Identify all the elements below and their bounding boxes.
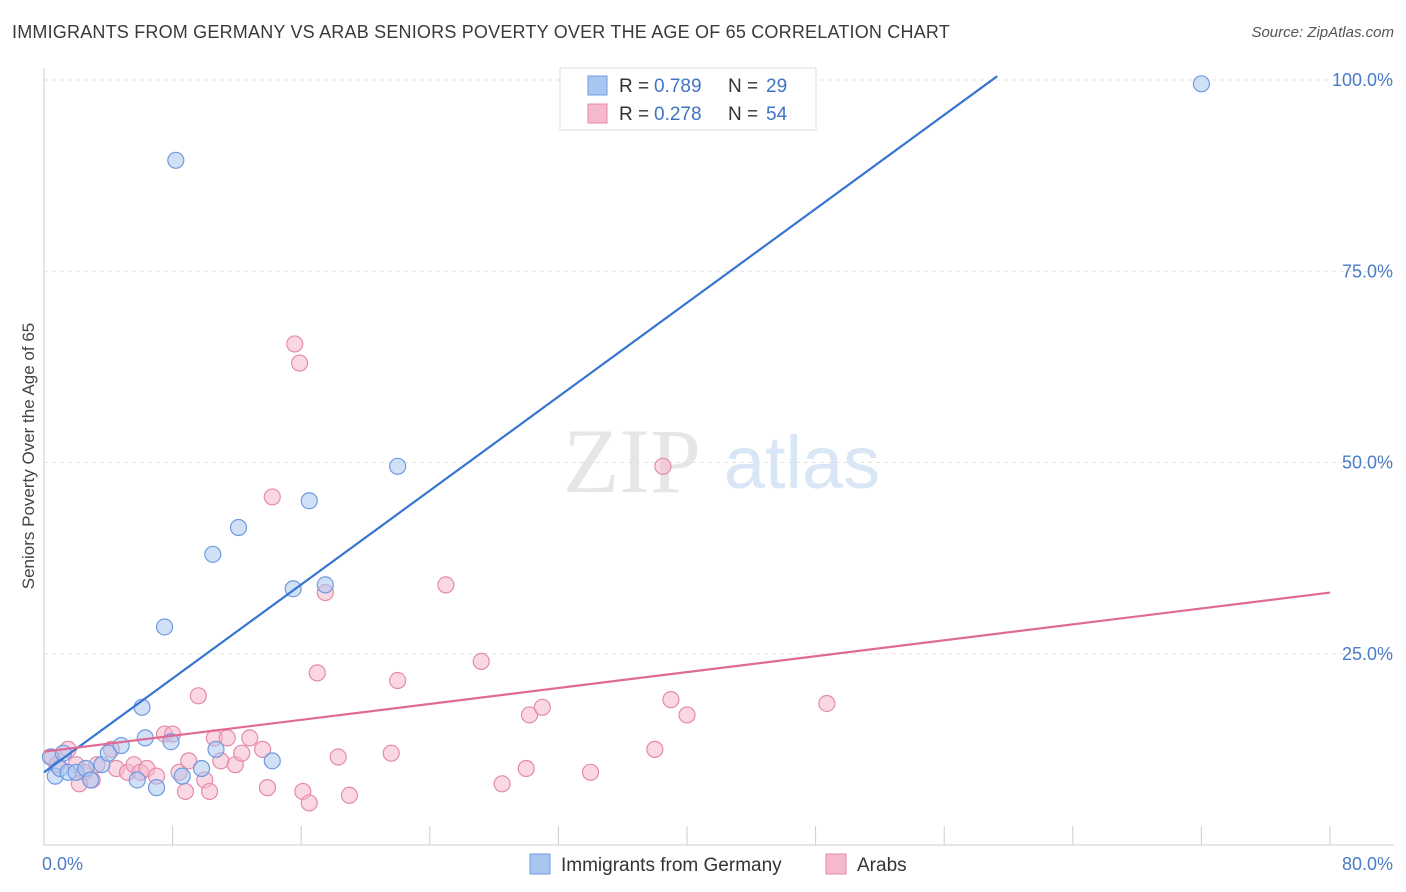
germany-point [167, 151, 185, 169]
germany-point [207, 740, 225, 758]
y-tick-label: 25.0% [1342, 644, 1393, 664]
trend-lines [43, 75, 1331, 774]
arabs-point [286, 335, 304, 353]
arabs-point [200, 782, 219, 801]
arabs-point [241, 729, 259, 747]
arabs-point [308, 664, 326, 682]
legend-n-label: N = [728, 104, 758, 125]
arabs-point [654, 457, 672, 475]
arabs-point [517, 759, 535, 778]
germany-point [162, 733, 180, 751]
y-tick-label: 75.0% [1342, 261, 1393, 281]
series-legend-label: Arabs [857, 855, 907, 876]
arabs-point [254, 740, 272, 758]
arabs-point [180, 752, 198, 770]
germany-point [263, 752, 281, 770]
germany-trend-line [43, 75, 998, 774]
arabs-point [258, 779, 277, 797]
arabs-point [263, 488, 281, 506]
arabs-point [581, 763, 600, 781]
series-legend-swatch [825, 853, 847, 875]
germany-point [192, 759, 211, 778]
series-legend-swatch [529, 853, 551, 875]
legend-r-value: 0.789 [654, 76, 702, 97]
arabs-point [818, 694, 836, 713]
germany-point [1192, 75, 1211, 93]
legend-n-value: 29 [766, 76, 787, 97]
germany-point [147, 779, 166, 797]
arabs-point [176, 782, 195, 801]
germany-point [389, 457, 407, 475]
chart-title: IMMIGRANTS FROM GERMANY VS ARAB SENIORS … [12, 22, 950, 42]
germany-point [229, 518, 248, 537]
y-axis-title: Seniors Poverty Over the Age of 65 [19, 323, 38, 589]
arabs-point [678, 706, 696, 724]
germany-point [300, 492, 318, 510]
y-tick-label: 100.0% [1332, 70, 1393, 90]
gridlines [44, 79, 1394, 655]
series-legend-label: Immigrants from Germany [561, 855, 782, 876]
germany-point [173, 767, 191, 785]
legend-r-label: R = [619, 76, 649, 97]
arabs-point [662, 691, 680, 709]
x-tick-label: 0.0% [42, 854, 83, 874]
germany-point [316, 576, 334, 594]
arabs-point [233, 744, 251, 762]
legend-n-value: 54 [766, 104, 788, 125]
watermark: ZIP atlas [563, 410, 880, 512]
watermark-atlas: atlas [724, 421, 880, 504]
x-tick-label: 80.0% [1342, 854, 1393, 874]
arabs-point [290, 354, 309, 372]
arabs-point [493, 775, 511, 793]
axes [43, 68, 1394, 846]
arabs-point [646, 740, 664, 758]
germany-point [204, 545, 222, 563]
arabs-point [389, 671, 407, 690]
arabs-point [472, 652, 490, 671]
legend-swatch [587, 103, 608, 124]
arabs-point [189, 687, 207, 705]
germany-point [128, 771, 146, 789]
legend-n-label: N = [728, 76, 758, 97]
arabs-point [382, 744, 400, 762]
watermark-zip: ZIP [563, 410, 701, 512]
germany-point [112, 736, 130, 755]
arabs-point [437, 576, 455, 594]
arabs-trend-line [43, 591, 1331, 753]
arabs-point [340, 786, 359, 804]
arabs-point [300, 794, 318, 812]
data-points [41, 75, 1211, 812]
series-legend: Immigrants from Germany Arabs [529, 853, 907, 876]
stats-legend: R = 0.789 N = 29 R = 0.278 N = 54 [559, 67, 817, 131]
y-tick-label: 50.0% [1342, 453, 1393, 473]
arabs-point [520, 706, 539, 724]
germany-point [99, 744, 117, 762]
arabs-point [533, 698, 551, 716]
y-tick-labels: 25.0% 50.0% 75.0% 100.0% [1332, 70, 1393, 664]
legend-swatch [587, 75, 608, 96]
source-credit: Source: ZipAtlas.com [1251, 24, 1394, 41]
legend-r-value: 0.278 [654, 104, 702, 125]
arabs-point [329, 748, 347, 766]
x-tick-labels: 0.0% 80.0% [42, 854, 1393, 874]
germany-point [155, 618, 174, 636]
legend-r-label: R = [619, 104, 649, 125]
germany-point [82, 771, 100, 789]
